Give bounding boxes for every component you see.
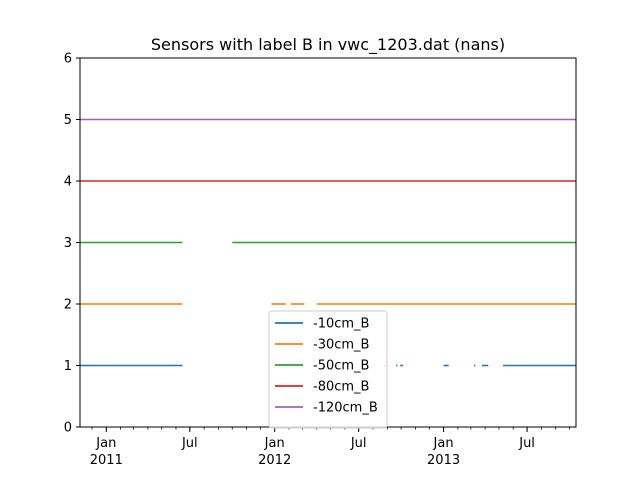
legend-label-2: -50cm_B [313,359,369,374]
y-tick-label-6: 6 [64,52,72,67]
x-tick-sublabel-0: 2011 [90,453,123,468]
x-tick-label-3: Jul [350,436,367,451]
y-tick-label-4: 4 [64,175,72,190]
y-tick-label-1: 1 [64,359,72,374]
legend-label-0: -10cm_B [313,317,369,332]
legend-label-1: -30cm_B [313,338,369,353]
chart-title: Sensors with label B in vwc_1203.dat (na… [151,35,505,55]
x-tick-label-5: Jul [518,436,535,451]
y-tick-label-5: 5 [64,113,72,128]
x-tick-label-0: Jan [95,436,116,451]
legend-label-4: -120cm_B [313,401,378,416]
x-tick-sublabel-2: 2012 [258,453,291,468]
x-axis: Jan 2011 Jul Jan 2012 Jul Jan 2013 Jul [90,427,570,468]
series-group [80,118,576,367]
y-tick-label-3: 3 [64,236,72,251]
y-axis: 0 1 2 3 4 5 6 [64,52,80,436]
x-tick-label-2: Jan [264,436,285,451]
legend: -10cm_B -30cm_B -50cm_B -80cm_B -120cm_B [268,310,388,429]
legend-box [268,310,388,429]
legend-label-3: -80cm_B [313,380,369,395]
y-tick-label-0: 0 [64,421,72,436]
y-tick-label-2: 2 [64,298,72,313]
x-tick-label-4: Jan [433,436,454,451]
x-tick-label-1: Jul [181,436,198,451]
x-tick-sublabel-4: 2013 [427,453,460,468]
